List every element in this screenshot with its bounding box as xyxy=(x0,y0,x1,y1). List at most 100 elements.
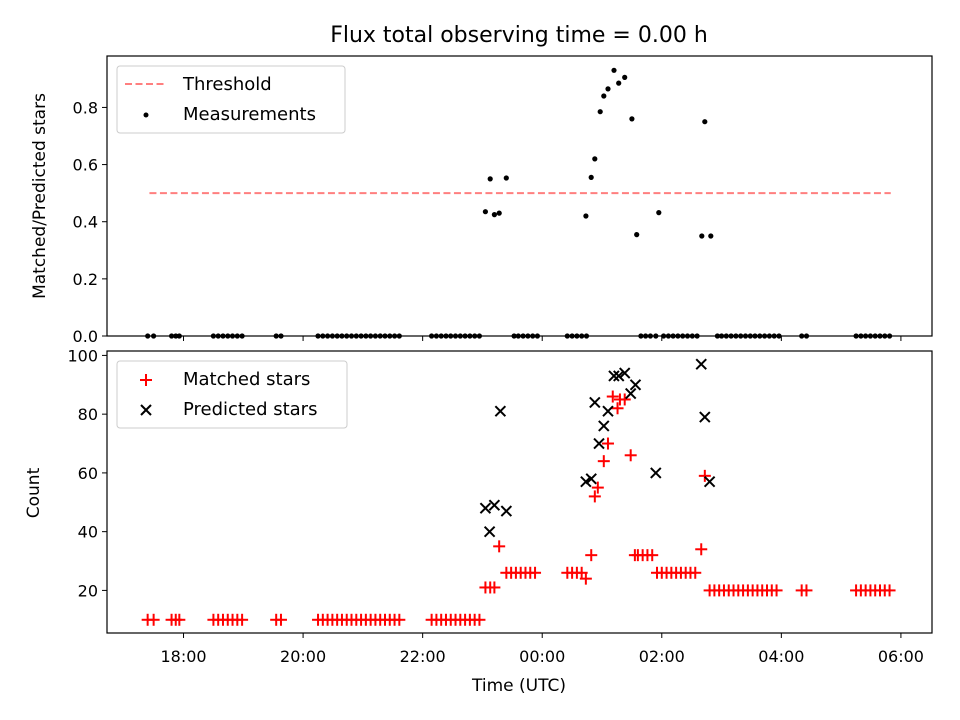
measurement-point xyxy=(443,333,449,339)
predicted-star-stroke-b xyxy=(479,502,492,514)
measurement-point xyxy=(622,74,628,80)
top-y-tick-label: 0.2 xyxy=(73,270,98,289)
measurement-point xyxy=(225,333,231,339)
measurement-point xyxy=(496,210,502,216)
measurement-point xyxy=(723,333,729,339)
bottom-y-tick-label: 40 xyxy=(78,523,98,542)
matched-star-marker xyxy=(529,566,542,579)
legend-matched-swatch xyxy=(140,374,152,386)
predicted-star-marker xyxy=(494,405,507,417)
predicted-star-stroke-b xyxy=(608,370,620,382)
measurement-point xyxy=(452,333,459,339)
measurement-point xyxy=(647,333,654,339)
predicted-stars-points xyxy=(479,358,716,538)
predicted-star-stroke-b xyxy=(580,476,592,488)
measurement-point xyxy=(887,333,893,339)
predicted-star-marker xyxy=(624,387,637,400)
top-y-tick-label: 0.4 xyxy=(73,213,98,232)
bottom-y-tick-label: 60 xyxy=(78,464,98,483)
measurement-point xyxy=(653,333,659,339)
matched-star-marker xyxy=(770,584,783,597)
measurement-point xyxy=(733,333,739,339)
measurement-point xyxy=(867,333,874,339)
predicted-star-marker xyxy=(479,502,492,514)
measurement-point xyxy=(429,333,435,339)
top-y-tick-label: 0.8 xyxy=(73,98,98,117)
measurement-point xyxy=(766,333,773,339)
measurement-point xyxy=(169,333,175,339)
matched-star-marker xyxy=(689,566,702,579)
measurement-point xyxy=(534,333,541,339)
measurement-point xyxy=(344,333,350,339)
predicted-star-stroke-b xyxy=(483,525,496,538)
measurement-point xyxy=(629,116,635,122)
matched-star-marker xyxy=(646,549,659,562)
measurement-point xyxy=(574,333,580,339)
predicted-star-marker xyxy=(703,476,716,488)
measurement-point xyxy=(462,333,468,339)
measurement-point xyxy=(358,333,364,339)
matched-star-marker xyxy=(473,613,486,626)
measurement-point xyxy=(320,333,326,339)
measurement-point xyxy=(877,333,883,339)
top-y-axis-label: Matched/Predicted stars xyxy=(30,93,50,299)
measurement-point xyxy=(611,67,617,73)
predicted-star-stroke-b xyxy=(589,396,601,409)
top-legend-box xyxy=(116,65,346,134)
matched-star-marker xyxy=(579,572,592,585)
predicted-star-marker xyxy=(695,358,707,370)
bottom-panel: 20 40 60 80 100 18:00 20:00 22:00 00:00 02:00 04:… xyxy=(24,346,933,696)
bottom-legend: Matched stars Predicted stars xyxy=(116,360,348,429)
measurement-point xyxy=(699,233,705,239)
predicted-star-marker xyxy=(483,525,496,538)
matched-star-marker xyxy=(611,402,624,415)
measurement-point xyxy=(579,333,585,339)
bottom-legend-box xyxy=(116,360,348,429)
measurement-point xyxy=(145,333,151,339)
predicted-star-marker xyxy=(580,476,592,488)
predicted-star-stroke-b xyxy=(695,358,707,370)
measurement-point xyxy=(487,176,493,182)
top-y-axis-ticks: 0.0 0.2 0.4 0.6 0.8 xyxy=(73,98,107,346)
measurement-point xyxy=(762,333,768,339)
measurement-point xyxy=(853,333,859,339)
measurement-point xyxy=(803,333,810,339)
measurement-point xyxy=(738,333,744,339)
measurement-point xyxy=(694,333,700,339)
measurement-point xyxy=(882,333,888,339)
measurement-point xyxy=(708,233,714,239)
predicted-star-stroke-b xyxy=(699,411,711,423)
bottom-x-tick-label: 20:00 xyxy=(280,647,326,666)
measurement-point xyxy=(530,333,536,339)
measurement-point xyxy=(569,333,575,339)
measurement-point xyxy=(392,333,398,339)
bottom-x-tick-label: 18:00 xyxy=(160,647,206,666)
measurement-point xyxy=(476,333,482,339)
measurement-point xyxy=(564,333,570,339)
measurement-point xyxy=(863,333,869,339)
legend-threshold-label: Threshold xyxy=(182,74,272,95)
measurement-point xyxy=(472,333,478,339)
measurement-point xyxy=(520,333,526,339)
measurement-point xyxy=(382,333,388,339)
measurement-point xyxy=(714,333,721,339)
measurement-point xyxy=(334,333,340,339)
measurement-point xyxy=(583,333,590,339)
measurement-point xyxy=(684,333,691,339)
predicted-star-stroke-b xyxy=(494,405,507,417)
measurement-point xyxy=(872,333,878,339)
top-panel: 0.00.20.40.60.8 Matched/Predicted stars … xyxy=(30,55,933,346)
matched-star-marker xyxy=(624,449,637,462)
measurement-point xyxy=(661,333,667,339)
legend-measurements-label: Measurements xyxy=(183,104,316,125)
chart-title: Flux total observing time = 0.00 h xyxy=(330,23,708,48)
legend-predicted-label: Predicted stars xyxy=(183,399,317,420)
measurement-point xyxy=(353,333,359,339)
predicted-star-marker xyxy=(488,499,501,511)
measurement-point xyxy=(689,333,695,339)
matched-star-marker xyxy=(173,613,186,626)
matched-star-marker xyxy=(147,613,160,626)
predicted-star-marker xyxy=(629,379,642,391)
measurement-point xyxy=(315,333,321,339)
legend-measurements-swatch xyxy=(143,112,149,118)
